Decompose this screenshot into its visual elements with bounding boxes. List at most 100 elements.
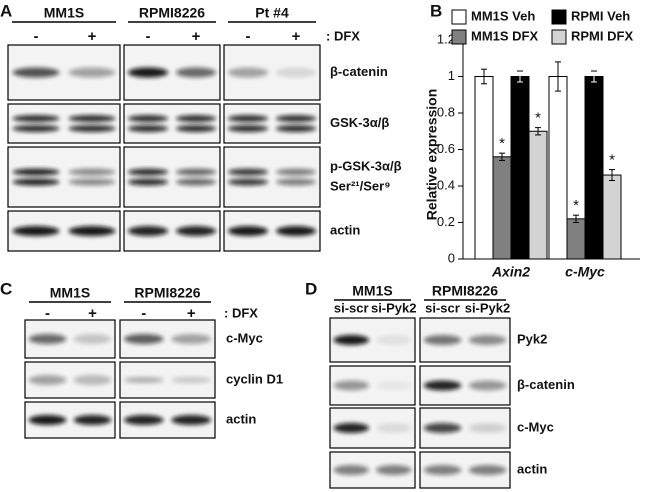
band	[123, 377, 164, 383]
bar	[548, 76, 568, 260]
row-label: actin	[330, 222, 360, 237]
blot	[223, 103, 321, 144]
band	[423, 423, 462, 433]
band	[12, 67, 60, 78]
band	[12, 168, 60, 176]
bar	[492, 156, 512, 260]
band	[12, 226, 60, 236]
legend-label: RPMI DFX	[571, 28, 633, 43]
bar	[566, 218, 586, 260]
band	[68, 168, 116, 176]
band	[423, 380, 462, 391]
band	[127, 168, 169, 176]
bar	[474, 76, 494, 260]
blot	[223, 146, 321, 208]
band	[12, 115, 60, 122]
band	[227, 67, 269, 78]
band	[68, 178, 116, 186]
band	[127, 115, 169, 122]
band	[227, 168, 269, 176]
band	[123, 334, 164, 344]
row-label: p-GSK-3α/β	[330, 158, 402, 173]
band	[333, 423, 370, 433]
row-label: c-Myc	[517, 419, 554, 434]
y-tick-label: 0.8	[437, 104, 455, 119]
blot	[7, 103, 121, 144]
band	[28, 334, 67, 344]
significance: *	[535, 110, 541, 127]
bar	[510, 76, 530, 260]
band	[375, 465, 412, 475]
band	[468, 335, 507, 345]
row-label: cyclin D1	[226, 371, 283, 386]
blot	[123, 103, 221, 144]
y-tick-label: 0.2	[437, 214, 455, 229]
band	[171, 377, 212, 383]
column-header: RPMI8226	[139, 5, 205, 21]
band	[127, 67, 169, 78]
band	[333, 380, 370, 391]
legend-swatch	[551, 9, 567, 25]
band	[333, 465, 370, 475]
y-tick-label: 1.2	[437, 31, 455, 46]
band	[12, 178, 60, 186]
band	[127, 125, 169, 132]
significance: *	[573, 197, 579, 214]
x-tick-label: c-Myc	[565, 264, 605, 280]
x-tick-label: Axin2	[491, 264, 530, 280]
band	[73, 375, 112, 385]
band	[227, 115, 269, 122]
row-label: Pyk2	[517, 331, 547, 346]
row-label: actin	[517, 461, 547, 476]
band	[73, 334, 112, 344]
band	[275, 168, 317, 176]
condition-label: +	[88, 28, 97, 45]
band	[468, 380, 507, 391]
band	[468, 465, 507, 475]
band	[468, 423, 507, 433]
significance: *	[499, 135, 505, 152]
treatment-label: : DFX	[326, 28, 360, 43]
panel-label: C	[0, 279, 12, 298]
row-label: Ser²¹/Ser⁹	[330, 178, 390, 193]
column-header: RPMI8226	[134, 285, 200, 301]
y-axis-label: Relative expression	[424, 89, 440, 221]
column-header: MM1S	[50, 285, 90, 301]
bar	[584, 76, 604, 260]
band	[28, 415, 67, 425]
blot	[123, 146, 221, 208]
band	[175, 226, 217, 236]
band	[275, 115, 317, 122]
legend-label: RPMI Veh	[571, 8, 630, 23]
band	[375, 380, 412, 391]
band	[275, 178, 317, 186]
condition-label: si-Pyk2	[465, 300, 511, 315]
condition-label: -	[246, 28, 251, 45]
band	[375, 423, 412, 433]
y-tick-label: 1	[448, 68, 455, 83]
band	[333, 335, 370, 345]
band	[227, 178, 269, 186]
band	[375, 335, 412, 345]
row-label: c-Myc	[226, 330, 263, 345]
treatment-label: : DFX	[224, 305, 258, 320]
band	[423, 465, 462, 475]
column-header: Pt #4	[255, 5, 289, 21]
band	[175, 67, 217, 78]
legend-swatch	[451, 29, 467, 45]
band	[68, 226, 116, 236]
condition-label: +	[187, 305, 196, 322]
y-tick-label: 0.6	[437, 141, 455, 156]
row-label: β-catenin	[517, 377, 575, 392]
significance: *	[609, 152, 615, 169]
row-label: GSK-3α/β	[330, 115, 389, 130]
band	[127, 178, 169, 186]
band	[68, 115, 116, 122]
panel-label: B	[430, 1, 442, 20]
legend-label: MM1S Veh	[471, 8, 535, 23]
band	[127, 226, 169, 236]
band	[28, 375, 67, 385]
band	[227, 226, 269, 236]
condition-label: +	[192, 28, 201, 45]
